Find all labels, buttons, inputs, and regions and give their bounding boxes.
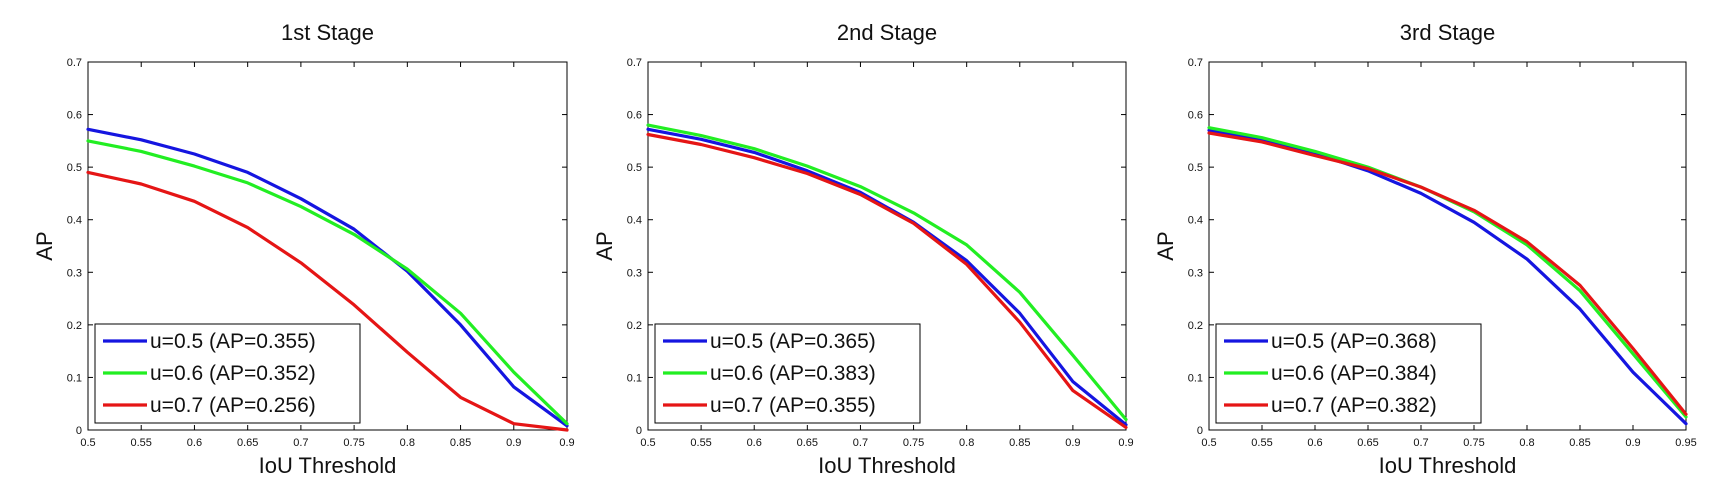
chart-title: 1st Stage [281,20,374,45]
legend-entry-1: u=0.5 (AP=0.368) [1271,330,1437,353]
x-tick-label: 0.8 [400,437,415,449]
y-tick-label: 0.7 [1188,57,1203,69]
legend: u=0.5 (AP=0.365) u=0.6 (AP=0.383) u=0.7 (A… [654,323,921,424]
legend: u=0.5 (AP=0.368) u=0.6 (AP=0.384) u=0.7 (A… [1215,323,1482,424]
x-tick-label: 0.6 [747,437,762,449]
y-axis-label: AP [592,231,617,260]
y-tick-label: 0.7 [67,57,82,69]
series-line-2 [86,139,569,426]
chart-panel-3: 3rd Stage 0 0.1 0.2 0.3 0.4 0.5 0.6 0.7 0.5 0.55 0.… [1153,20,1697,478]
y-tick-label: 0.7 [627,57,642,69]
y-tick-label: 0.2 [67,320,82,332]
y-tick-label: 0.2 [627,320,642,332]
x-tick-label: 0.6 [1307,437,1322,449]
series-line-2 [646,123,1128,422]
x-tick-label: 0.75 [1463,437,1484,449]
chart-panel-2: 2nd Stage 0 0.1 0.2 0.3 0.4 0.5 0.6 0.7 0.5 0.55 0.… [592,20,1134,478]
y-tick-label: 0.4 [1188,215,1203,227]
y-tick-label: 0.1 [627,372,642,384]
legend-entry-3: u=0.7 (AP=0.355) [710,394,876,417]
x-axis-label: IoU Threshold [1379,453,1517,478]
legend-entry-3: u=0.7 (AP=0.382) [1271,394,1437,417]
legend-entry-2: u=0.6 (AP=0.352) [150,362,316,385]
y-tick-label: 0.3 [67,267,82,279]
x-tick-label: 0.55 [131,437,152,449]
series-line-3 [1207,131,1688,416]
x-axis-label: IoU Threshold [259,453,397,478]
axes-box [87,61,568,431]
y-tick-label: 0.6 [1188,110,1203,122]
y-tick-label: 0.5 [627,162,642,174]
x-tick-label: 0.65 [237,437,258,449]
legend-entry-2: u=0.6 (AP=0.383) [710,362,876,385]
y-tick-label: 0 [636,425,642,437]
x-tick-label: 0.55 [1251,437,1272,449]
y-tick-label: 0 [1197,425,1203,437]
x-tick-label: 0.85 [450,437,471,449]
axes-box [647,61,1127,431]
y-tick-label: 0.6 [627,110,642,122]
y-axis-label: AP [32,231,57,260]
x-tick-label: 0.9 [559,437,574,449]
y-tick-label: 0.5 [1188,162,1203,174]
chart-title: 2nd Stage [837,20,937,45]
series-line-1 [1207,128,1688,426]
x-tick-label: 0.65 [1357,437,1378,449]
x-tick-label: 0.6 [187,437,202,449]
x-tick-label: 0.8 [959,437,974,449]
y-tick-label: 0.5 [67,162,82,174]
x-tick-label: 0.7 [853,437,868,449]
legend-entry-1: u=0.5 (AP=0.355) [150,330,316,353]
x-tick-label: 0.75 [343,437,364,449]
x-tick-label: 0.95 [1675,437,1696,449]
legend: u=0.5 (AP=0.355) u=0.6 (AP=0.352) u=0.7 (A… [94,323,361,424]
y-axis-label: AP [1153,231,1178,260]
x-tick-label: 0.75 [903,437,924,449]
x-tick-label: 0.9 [506,437,521,449]
legend-entry-3: u=0.7 (AP=0.256) [150,394,316,417]
axes-box [1208,61,1687,431]
y-tick-label: 0.4 [627,215,642,227]
y-tick-label: 0.3 [627,267,642,279]
y-tick-label: 0.4 [67,215,82,227]
x-tick-label: 0.65 [797,437,818,449]
chart-title: 3rd Stage [1400,20,1495,45]
chart-panel-1: 1st Stage 0 0.1 0.2 0.3 0.4 0.5 0.6 0.7 0.5 0.55 0.… [32,20,575,478]
x-tick-label: 0.9 [1118,437,1133,449]
x-axis-label: IoU Threshold [818,453,956,478]
x-tick-label: 0.85 [1569,437,1590,449]
legend-entry-1: u=0.5 (AP=0.365) [710,330,876,353]
series-line-3 [646,132,1128,429]
x-tick-label: 0.9 [1065,437,1080,449]
x-tick-label: 0.7 [293,437,308,449]
x-tick-label: 0.85 [1009,437,1030,449]
series-line-1 [86,127,569,428]
x-tick-label: 0.55 [690,437,711,449]
y-tick-label: 0.1 [1188,372,1203,384]
x-tick-label: 0.9 [1625,437,1640,449]
y-tick-label: 0 [76,425,82,437]
x-tick-label: 0.5 [1201,437,1216,449]
x-tick-label: 0.7 [1413,437,1428,449]
x-tick-label: 0.5 [640,437,655,449]
legend-entry-2: u=0.6 (AP=0.384) [1271,362,1437,385]
x-tick-label: 0.5 [80,437,95,449]
y-tick-label: 0.3 [1188,267,1203,279]
y-tick-label: 0.6 [67,110,82,122]
x-tick-label: 0.8 [1519,437,1534,449]
y-tick-label: 0.2 [1188,320,1203,332]
series-line-3 [86,170,569,432]
y-tick-label: 0.1 [67,372,82,384]
